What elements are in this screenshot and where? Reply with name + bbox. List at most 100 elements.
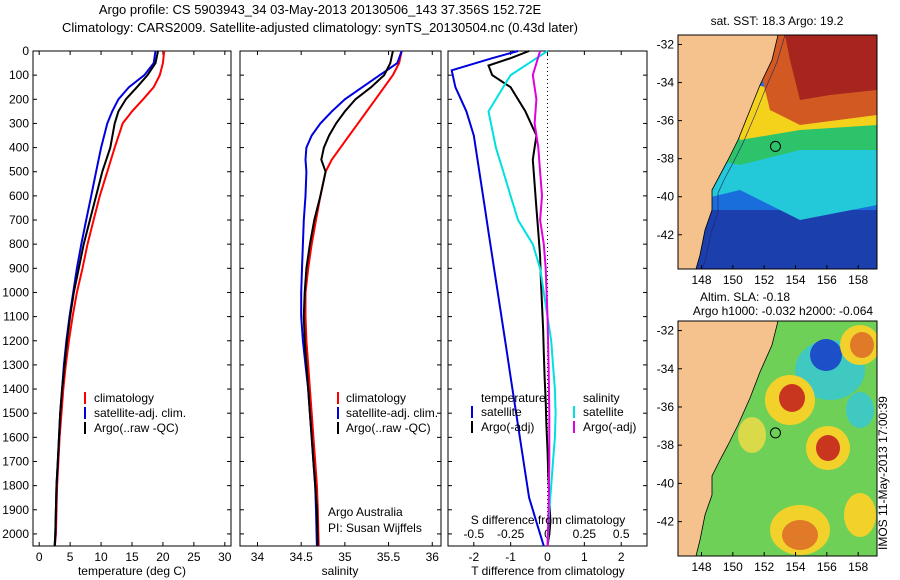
x-tick-label: -1 xyxy=(505,550,516,564)
map-y-tick-label: -38 xyxy=(657,152,675,166)
map-x-tick-label: 152 xyxy=(754,560,774,574)
legend-label-climatology: climatology xyxy=(346,391,406,405)
y-tick-label: 400 xyxy=(9,141,29,155)
map-x-tick-label: 158 xyxy=(848,273,868,287)
map-y-tick-label: -42 xyxy=(657,515,675,529)
legend-label-satellite: satellite-adj. clim. xyxy=(94,406,186,420)
map-y-tick-label: -34 xyxy=(657,362,675,376)
sst-map-axes xyxy=(677,34,878,270)
sst-land xyxy=(678,35,779,269)
sla-blue-eddy xyxy=(810,339,842,371)
legend-label-s-argo: Argo(-adj) xyxy=(583,420,636,434)
map-y-tick-label: -40 xyxy=(657,476,675,490)
sla-map-panel: Altim. SLA: -0.18 Argo h1000: -0.032 h20… xyxy=(657,290,878,574)
x-tick-label-salinity: 0.25 xyxy=(573,527,597,541)
series-line-argo-raw-qc- xyxy=(53,50,159,547)
x-tick-label: 15 xyxy=(125,550,139,564)
map-x-tick-label: 150 xyxy=(723,273,743,287)
temperature-lines xyxy=(53,50,166,547)
y-tick-label: 700 xyxy=(9,213,29,227)
map-x-tick-label: 154 xyxy=(786,560,806,574)
argo-location-marker xyxy=(769,140,781,152)
timestamp-label: IMOS 11-May-2013 17:00:39 xyxy=(876,396,890,550)
sla-map-title-1: Altim. SLA: -0.18 xyxy=(700,290,790,304)
credit-pi: PI: Susan Wijffels xyxy=(328,521,422,535)
sla-orange-north xyxy=(850,332,874,358)
x-tick-label: 1 xyxy=(581,550,588,564)
salinity-ticks: 34 34.5 35 35.5 36 xyxy=(240,50,441,564)
sst-map-panel: sat. SST: 18.3 Argo: 19.2 148 150 152 154 15… xyxy=(657,14,878,287)
sla-orange-south xyxy=(782,520,818,550)
legend-title-salinity: salinity xyxy=(583,391,620,405)
y-tick-label: 800 xyxy=(9,237,29,251)
temperature-axes xyxy=(32,50,232,547)
x-tick-label-salinity: 0.5 xyxy=(613,527,630,541)
credit-institution: Argo Australia xyxy=(328,505,403,519)
y-tick-label: 1800 xyxy=(2,479,29,493)
y-tick-label: 1600 xyxy=(2,430,29,444)
legend-label-satellite: satellite-adj. clim. xyxy=(346,406,438,420)
y-tick-label: 1700 xyxy=(2,454,29,468)
map-x-tick-label: 156 xyxy=(817,560,837,574)
temperature-legend: climatology satellite-adj. clim. Argo(..… xyxy=(84,391,186,435)
temperature-panel: 0100200300400500600700800900100011001200… xyxy=(2,44,232,578)
sst-map-title: sat. SST: 18.3 Argo: 19.2 xyxy=(711,14,844,28)
title-line-1: Argo profile: CS 5903943_34 03-May-2013 … xyxy=(98,2,542,17)
salinity-xlabel: salinity xyxy=(322,564,359,578)
x-tick-label: 35.5 xyxy=(377,550,401,564)
y-tick-label: 1200 xyxy=(2,334,29,348)
legend-label-t-satellite: satellite xyxy=(481,405,522,419)
y-tick-label: 1500 xyxy=(2,406,29,420)
legend-label-argo: Argo(..raw -QC) xyxy=(346,421,431,435)
legend-label-s-satellite: satellite xyxy=(583,405,624,419)
legend-label-t-argo: Argo(-adj) xyxy=(481,420,534,434)
x-tick-label: 25 xyxy=(187,550,201,564)
series-line-argo-raw-qc- xyxy=(302,50,394,547)
map-y-tick-label: -38 xyxy=(657,438,675,452)
map-x-tick-label: 152 xyxy=(754,273,774,287)
map-y-tick-label: -32 xyxy=(657,324,675,338)
x-tick-label: 20 xyxy=(156,550,170,564)
series-line-s-argo-adj- xyxy=(531,50,551,547)
y-tick-label: 300 xyxy=(9,116,29,130)
difference-panel: -2 -1 0 1 2-0.5 -0.25 0 0.25 0.5 S difference fr… xyxy=(447,50,648,578)
salinity-lines xyxy=(300,50,403,547)
temperature-xlabel: temperature (deg C) xyxy=(78,564,186,578)
map-x-tick-label: 154 xyxy=(786,273,806,287)
y-tick-label: 100 xyxy=(9,68,29,82)
sla-map-ticks: 148 150 152 154 156 158 -32 -34 -36 -38 -40 -42 xyxy=(657,324,869,574)
sla-land xyxy=(678,321,779,556)
legend-title-temperature: temperature xyxy=(481,391,546,405)
map-y-tick-label: -36 xyxy=(657,114,675,128)
sla-yellow-east xyxy=(844,493,876,537)
map-x-tick-label: 150 xyxy=(723,560,743,574)
sla-map-axes xyxy=(677,320,878,557)
y-tick-label: 600 xyxy=(9,189,29,203)
difference-lines xyxy=(450,50,557,547)
difference-legend: temperature satellite Argo(-adj) salinit… xyxy=(471,391,636,434)
map-y-tick-label: -34 xyxy=(657,76,675,90)
y-tick-label: 1100 xyxy=(3,310,29,324)
title-line-2: Climatology: CARS2009. Satellite-adjuste… xyxy=(62,20,578,35)
x-tick-label: 5 xyxy=(67,550,74,564)
argo-location-marker xyxy=(769,427,781,439)
series-line-climatology xyxy=(304,50,403,547)
sla-yellow-west xyxy=(738,417,766,453)
y-tick-label: 1900 xyxy=(2,503,29,517)
series-line-t-satellite xyxy=(450,50,545,547)
map-x-tick-label: 158 xyxy=(848,560,868,574)
map-y-tick-label: -32 xyxy=(657,38,675,52)
y-tick-label: 1300 xyxy=(2,358,29,372)
x-tick-label: 0 xyxy=(544,550,551,564)
sla-red-mid xyxy=(816,435,840,461)
y-tick-label: 1400 xyxy=(2,382,29,396)
x-tick-label-salinity: -0.25 xyxy=(497,527,525,541)
sst-red-core xyxy=(785,35,877,100)
y-tick-label: 2000 xyxy=(2,527,29,541)
x-tick-label: 30 xyxy=(218,550,232,564)
temperature-ticks: 0100200300400500600700800900100011001200… xyxy=(2,44,232,564)
y-tick-label: 900 xyxy=(9,261,29,275)
sla-cyan-east xyxy=(846,392,874,428)
sla-red-center xyxy=(779,384,805,412)
